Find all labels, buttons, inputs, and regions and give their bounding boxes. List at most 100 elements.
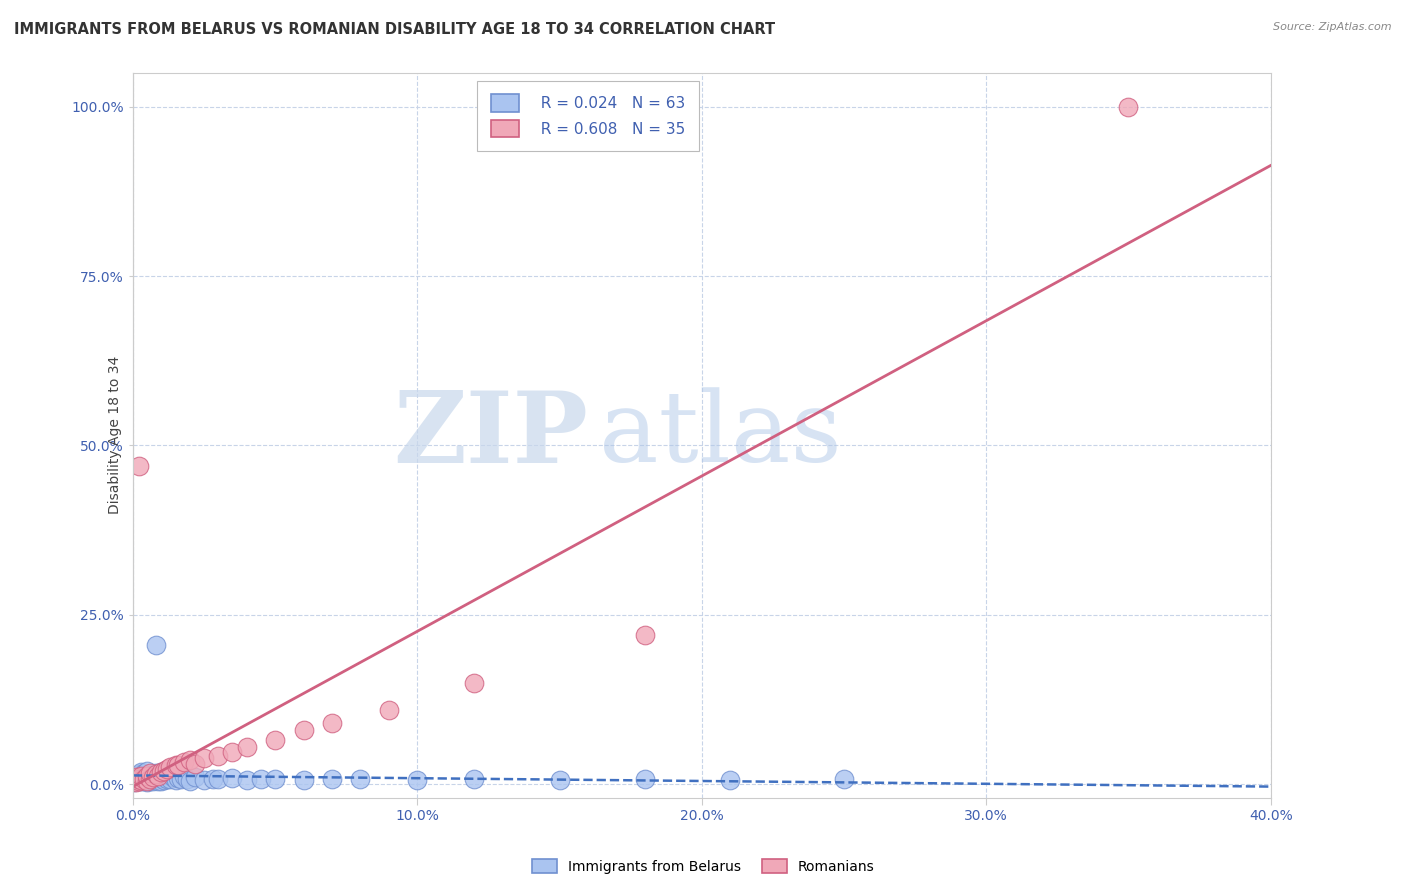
Point [193, 773, 215, 788]
Point [145, 773, 167, 788]
Point [148, 773, 170, 788]
Point [150, 764, 173, 779]
Point [142, 772, 165, 786]
Point [134, 772, 156, 787]
Point [125, 772, 148, 786]
Point [125, 770, 148, 784]
Point [173, 756, 195, 770]
Point [136, 772, 159, 787]
Point [167, 771, 190, 785]
Point [250, 772, 273, 786]
Point [139, 773, 162, 788]
Point [463, 675, 485, 690]
Point [179, 773, 201, 788]
Point [136, 775, 159, 789]
Point [136, 769, 159, 783]
Point [292, 773, 315, 788]
Point [134, 770, 156, 784]
Point [184, 770, 207, 784]
Point [321, 716, 343, 731]
Point [159, 772, 181, 786]
Point [124, 773, 146, 788]
Point [156, 772, 179, 787]
Point [136, 764, 159, 779]
Point [548, 773, 571, 788]
Point [378, 703, 401, 717]
Point [235, 739, 257, 754]
Point [131, 769, 153, 783]
Point [159, 760, 181, 774]
Point [173, 769, 195, 783]
Text: atlas: atlas [599, 387, 842, 483]
Point [145, 767, 167, 781]
Point [264, 772, 287, 787]
Point [139, 772, 162, 787]
Point [150, 764, 173, 779]
Point [136, 769, 159, 783]
Point [207, 748, 229, 763]
Point [349, 772, 371, 787]
Point [718, 773, 741, 788]
Point [176, 772, 198, 786]
Point [150, 771, 173, 785]
Point [184, 756, 207, 771]
Point [139, 768, 162, 782]
Point [128, 458, 150, 473]
Point [153, 773, 176, 788]
Point [634, 772, 657, 787]
Point [125, 775, 148, 789]
Point [128, 774, 150, 789]
Legend:   R = 0.024   N = 63,   R = 0.608   N = 35: R = 0.024 N = 63, R = 0.608 N = 35 [477, 80, 699, 151]
Point [128, 773, 150, 788]
Point [156, 762, 179, 776]
Point [145, 770, 167, 784]
Point [1118, 100, 1140, 114]
Point [463, 772, 485, 787]
Point [131, 773, 153, 788]
Point [134, 772, 156, 786]
Text: Source: ZipAtlas.com: Source: ZipAtlas.com [1274, 22, 1392, 32]
Point [170, 772, 193, 787]
Point [128, 767, 150, 781]
Point [142, 770, 165, 784]
Y-axis label: Disability Age 18 to 34: Disability Age 18 to 34 [108, 356, 122, 515]
Point [136, 773, 159, 788]
Text: ZIP: ZIP [394, 387, 588, 483]
Point [153, 767, 176, 781]
Point [207, 772, 229, 787]
Point [131, 772, 153, 786]
Point [128, 772, 150, 786]
Point [134, 766, 156, 780]
Point [125, 770, 148, 784]
Point [201, 772, 224, 786]
Text: IMMIGRANTS FROM BELARUS VS ROMANIAN DISABILITY AGE 18 TO 34 CORRELATION CHART: IMMIGRANTS FROM BELARUS VS ROMANIAN DISA… [14, 22, 775, 37]
Point [128, 770, 150, 784]
Point [131, 773, 153, 788]
Point [165, 773, 187, 788]
Point [124, 775, 146, 789]
Point [321, 772, 343, 786]
Point [145, 766, 167, 780]
Legend: Immigrants from Belarus, Romanians: Immigrants from Belarus, Romanians [524, 852, 882, 880]
Point [167, 758, 190, 772]
Point [193, 751, 215, 765]
Point [131, 769, 153, 783]
Point [139, 771, 162, 785]
Point [134, 774, 156, 789]
Point [128, 774, 150, 789]
Point [150, 774, 173, 789]
Point [634, 628, 657, 642]
Point [832, 772, 855, 787]
Point [179, 753, 201, 767]
Point [148, 769, 170, 783]
Point [139, 766, 162, 780]
Point [156, 768, 179, 782]
Point [131, 764, 153, 779]
Point [145, 638, 167, 652]
Point [142, 774, 165, 789]
Point [153, 764, 176, 778]
Point [142, 767, 165, 781]
Point [264, 733, 287, 747]
Point [221, 771, 243, 785]
Point [148, 769, 170, 783]
